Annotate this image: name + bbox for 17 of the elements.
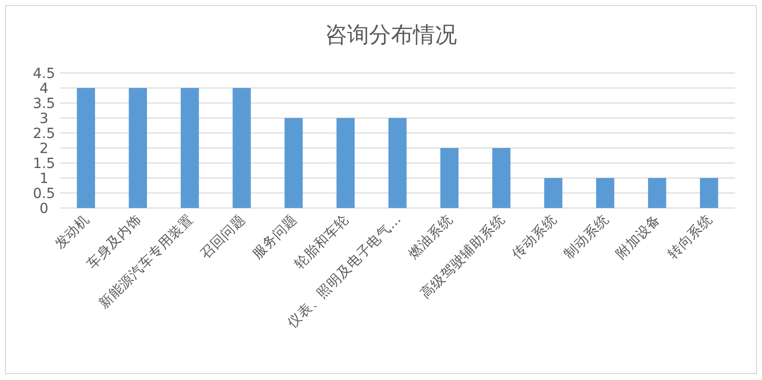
ytick: 1.5 [32,156,56,172]
xtick: 转向系统 [664,212,716,262]
ytick: 2 [40,141,48,157]
xtick: 召回问题 [198,212,249,262]
ytick: 1 [40,171,48,187]
xtick: 附加设备 [613,212,664,262]
ytick: 3.5 [32,96,56,112]
ytick: 0 [40,201,48,217]
ytick: 4.5 [32,66,56,82]
ytick: 4 [40,81,48,97]
ytick: 2.5 [32,126,56,142]
xtick: 传动系统 [509,212,560,262]
ytick: 0.5 [32,186,56,202]
ytick: 3 [40,111,48,127]
title: 咨询分布情况 [325,23,457,48]
xtick: 发动机 [52,212,93,253]
xtick: 制动系统 [561,212,612,262]
